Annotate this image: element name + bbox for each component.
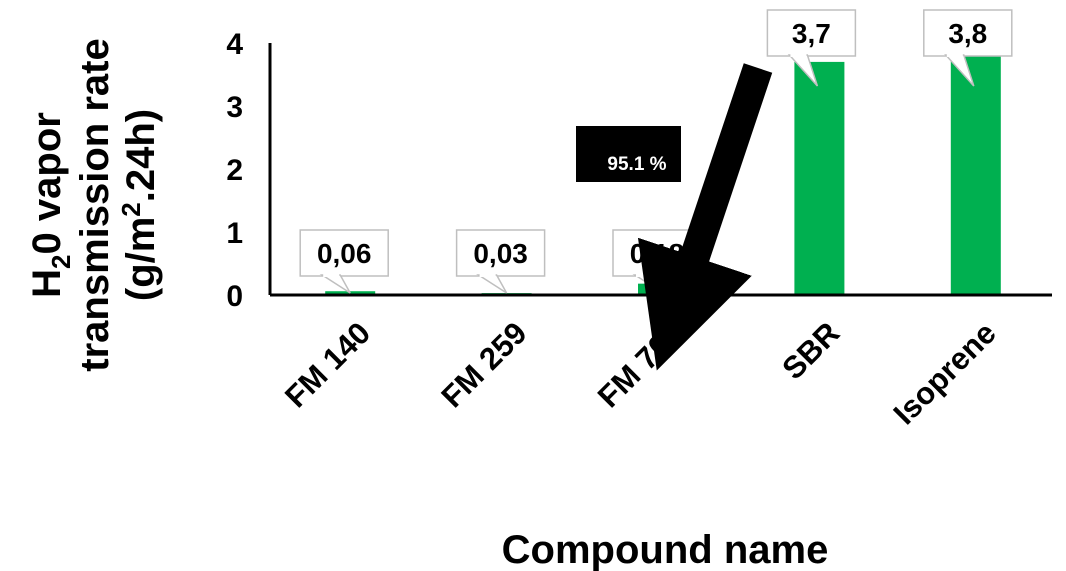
data-label: 3,7 [792,18,831,49]
category-label: FM 140 [278,315,377,414]
data-label: 0,03 [473,238,528,269]
data-label-callout: 0,06 [299,229,389,294]
svg-text:transmission rate: transmission rate [73,38,117,371]
category-label: FM 259 [434,315,533,414]
svg-text:H20 vapor: H20 vapor [25,112,76,298]
data-label-box [455,229,546,277]
data-label: 0,06 [317,238,372,269]
annotation-box: 95.1 % [576,126,681,182]
bar [950,55,1001,295]
data-label-box [923,9,1013,57]
data-label-box [766,9,857,57]
y-tick-label: 3 [226,91,243,124]
data-label-pointer-mask [946,54,963,57]
annotation-arrow [637,63,773,371]
category-label: SBR [775,315,846,386]
y-tick-label: 2 [226,154,243,187]
y-tick-label: 0 [226,280,243,313]
data-label-callout: 0,03 [455,229,546,294]
data-label-box [299,229,389,277]
category-label: FM 701 [591,315,690,414]
data-label-callout: 3,7 [766,9,857,87]
svg-text:(g/m2.24h): (g/m2.24h) [116,109,163,301]
x-axis-title: Compound name [502,528,829,571]
data-label-pointer-mask [790,54,807,57]
data-label-pointer-mask [479,274,496,277]
annotation-text: 95.1 % [607,154,666,175]
bars [325,55,1001,296]
category-label: Isoprene [887,315,1003,431]
data-label-pointer-mask [323,274,340,277]
annotation-background [576,126,681,182]
data-label-pointer-mask [636,274,652,277]
data-label-pointer [319,274,351,294]
data-label-callout: 3,8 [923,9,1013,87]
y-axis-ticks: 0 1 2 3 4 [226,28,243,313]
data-label-pointer [476,274,508,294]
data-label: 0,18 [630,238,685,269]
y-tick-label: 1 [226,217,243,250]
y-tick-label: 4 [226,28,243,61]
data-label: 3,8 [948,18,987,49]
y-axis-title: H20 vapor transmission rate (g/m2.24h) [25,38,163,371]
bar [794,61,845,296]
x-axis-category-labels: FM 140 FM 259 FM 701 SBR Isoprene [278,315,1003,431]
